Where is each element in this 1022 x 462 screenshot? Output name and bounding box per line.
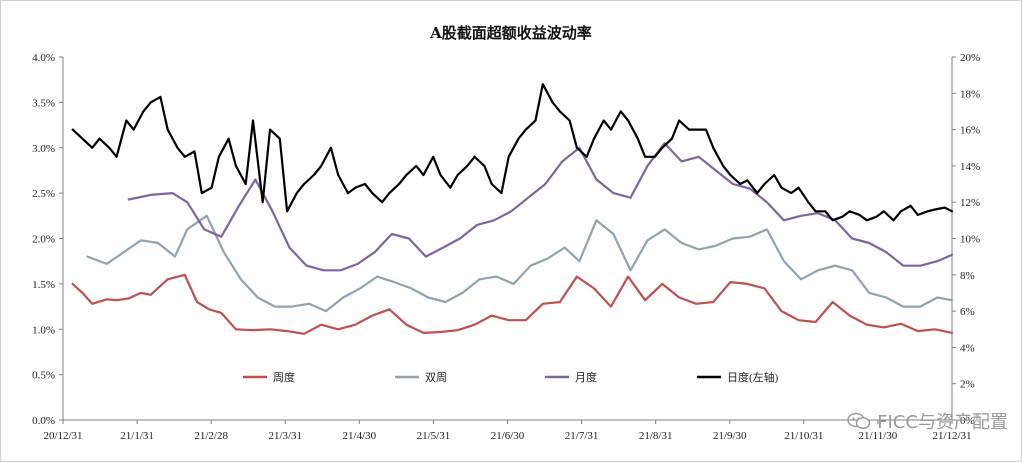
series-line-daily <box>71 83 954 222</box>
x-tick-label: 21/8/31 <box>639 430 673 442</box>
y-right-tick-label: 18% <box>960 88 980 100</box>
x-tick-label: 21/11/30 <box>859 430 898 442</box>
y-right-tick-label: 12% <box>960 197 980 209</box>
watermark-text: FICC与资产配置 <box>877 412 1008 433</box>
y-right-tick-label: 6% <box>960 306 975 318</box>
axes: 0.0% 0.5% 1.0% 1.5% 2.0% 2.5% 3.0% 3.5% 4.0% 0% 2%… <box>32 52 980 442</box>
series-line-biweekly <box>86 214 954 313</box>
series-line-monthly <box>127 142 954 272</box>
x-tick-label: 21/2/28 <box>194 430 228 442</box>
y-right-tick-label: 14% <box>960 161 980 173</box>
x-tick-label: 21/7/31 <box>565 430 599 442</box>
y-right-tick-label: 2% <box>960 379 975 391</box>
x-tick-label: 21/10/31 <box>784 430 823 442</box>
legend-label-biweekly: 双周 <box>425 371 447 384</box>
y-right-tick-label: 4% <box>960 342 975 354</box>
series-line-weekly <box>71 273 954 335</box>
x-tick-label: 20/12/31 <box>43 430 82 442</box>
y-left-tick-label: 3.5% <box>32 97 55 109</box>
y-left-tick-label: 1.5% <box>32 279 55 291</box>
y-right-tick-label: 20% <box>960 52 980 64</box>
legend-label-weekly: 周度 <box>273 370 295 384</box>
series-lines <box>71 83 954 335</box>
x-tick-label: 21/6/30 <box>491 430 525 442</box>
wechat-icon <box>847 412 871 429</box>
watermark: FICC与资产配置 <box>847 408 1008 434</box>
chart-title: A股截面超额收益波动率 <box>430 24 592 42</box>
y-left-tick-label: 4.0% <box>32 52 55 64</box>
x-tick-label: 21/1/31 <box>120 430 154 442</box>
y-right-tick-label: 8% <box>960 270 975 282</box>
x-tick-label: 21/3/31 <box>268 430 302 442</box>
y-right-tick-label: 16% <box>960 125 980 137</box>
y-left-tick-label: 2.5% <box>32 188 55 200</box>
legend-label-monthly: 月度 <box>575 370 597 384</box>
x-tick-label: 21/5/31 <box>417 430 451 442</box>
legend-label-daily: 日度(左轴) <box>727 370 779 384</box>
y-left-tick-label: 1.0% <box>32 324 55 336</box>
y-right-tick-label: 10% <box>960 234 980 246</box>
y-left-tick-label: 3.0% <box>32 143 55 155</box>
y-left-tick-label: 2.0% <box>32 234 55 246</box>
x-tick-label: 21/9/30 <box>713 430 747 442</box>
x-tick-label: 21/4/30 <box>343 430 377 442</box>
y-right-tick-label: 0% <box>960 415 975 427</box>
legend: 周度 双周 月度 日度(左轴) <box>243 370 779 384</box>
y-left-tick-label: 0.5% <box>32 370 55 382</box>
y-left-tick-label: 0.0% <box>32 415 55 427</box>
x-tick-label: 21/12/31 <box>932 430 971 442</box>
